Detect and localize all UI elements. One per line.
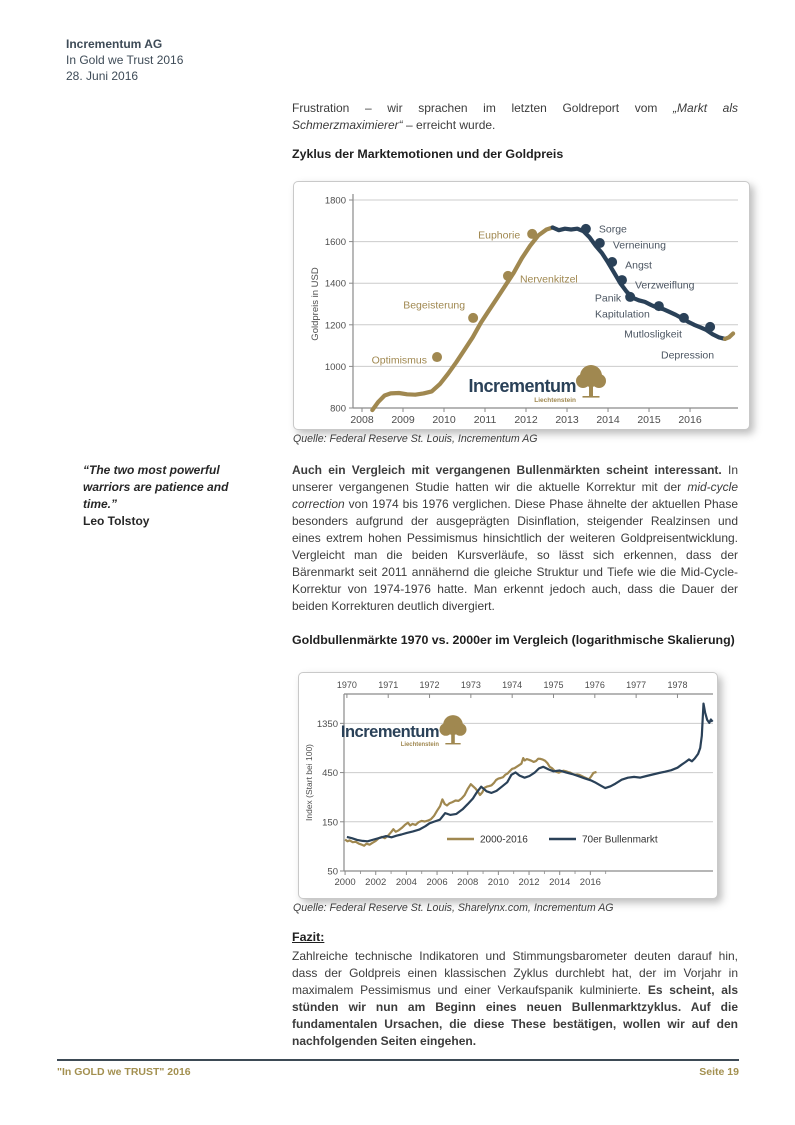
svg-text:2002: 2002 xyxy=(365,877,386,888)
svg-text:150: 150 xyxy=(322,817,338,828)
svg-text:2015: 2015 xyxy=(637,414,661,426)
header-date: 28. Juni 2016 xyxy=(66,69,139,83)
svg-text:450: 450 xyxy=(322,768,338,779)
svg-text:Nervenkitzel: Nervenkitzel xyxy=(520,273,578,285)
svg-text:Begeisterung: Begeisterung xyxy=(403,299,465,311)
svg-text:Euphorie: Euphorie xyxy=(478,229,520,241)
svg-text:1600: 1600 xyxy=(325,237,346,248)
intro-paragraph: Frustration – wir sprachen im letzten Go… xyxy=(292,100,738,134)
fazit-body: Zahlreiche technische Indikatoren und St… xyxy=(292,949,738,997)
chart2-heading: Goldbullenmärkte 1970 vs. 2000er im Verg… xyxy=(292,633,735,647)
svg-text:Incrementum: Incrementum xyxy=(468,376,576,396)
svg-text:1974: 1974 xyxy=(502,680,522,690)
chart1-heading: Zyklus der Marktemotionen und der Goldpr… xyxy=(292,147,564,161)
pull-quote-author: Leo Tolstoy xyxy=(83,514,150,528)
svg-text:Incrementum: Incrementum xyxy=(341,723,439,741)
svg-text:70er Bullenmarkt: 70er Bullenmarkt xyxy=(582,835,658,846)
pull-quote-text: “The two most powerful warriors are pati… xyxy=(83,463,229,511)
svg-text:2016: 2016 xyxy=(678,414,702,426)
paragraph1-italic-term: mid-cycle correction xyxy=(292,480,738,511)
svg-text:Verzweiflung: Verzweiflung xyxy=(635,280,695,292)
header-report-title: In Gold we Trust 2016 xyxy=(66,53,184,67)
fazit-paragraph: Zahlreiche technische Indikatoren und St… xyxy=(292,948,738,1050)
svg-text:Mutlosligkeit: Mutlosligkeit xyxy=(624,328,682,340)
svg-text:1970: 1970 xyxy=(337,680,357,690)
bull-market-comparison-chart: 50 150 450 1350 1970 1971 1972 1973 1974 1975 1976… xyxy=(304,680,714,888)
svg-text:Kapitulation: Kapitulation xyxy=(595,309,650,321)
svg-text:1978: 1978 xyxy=(667,680,687,690)
svg-text:Optimismus: Optimismus xyxy=(372,355,427,367)
svg-text:2013: 2013 xyxy=(555,414,579,426)
svg-text:2006: 2006 xyxy=(426,877,447,888)
svg-text:2004: 2004 xyxy=(396,877,417,888)
emotion-cycle-chart-card: 800 1000 1200 1400 1600 1800 2008 2009 2010 2011 2… xyxy=(293,181,750,430)
tree-icon xyxy=(576,365,606,398)
paragraph1-body2: von 1974 bis 1976 verglichen. Diese Phas… xyxy=(292,497,738,613)
footer-rule xyxy=(57,1059,739,1061)
svg-text:2014: 2014 xyxy=(549,877,570,888)
chart1-source: Quelle: Federal Reserve St. Louis, Incre… xyxy=(293,433,538,445)
bull-market-chart-card: 50 150 450 1350 1970 1971 1972 1973 1974 1975 1976… xyxy=(298,672,718,899)
pull-quote-block: “The two most powerful warriors are pati… xyxy=(83,462,261,530)
svg-text:2000-2016: 2000-2016 xyxy=(480,835,528,846)
svg-text:2009: 2009 xyxy=(391,414,415,426)
svg-text:1971: 1971 xyxy=(378,680,398,690)
svg-text:Depression: Depression xyxy=(661,349,714,361)
svg-text:Sorge: Sorge xyxy=(599,223,627,235)
tree-icon xyxy=(439,715,467,745)
page-footer: "In GOLD we TRUST" 2016 Seite 19 xyxy=(57,1066,739,1078)
svg-text:2012: 2012 xyxy=(518,877,539,888)
intro-text-end: – erreicht wurde. xyxy=(402,118,496,132)
svg-text:Angst: Angst xyxy=(625,259,652,271)
svg-text:Liechtenstein: Liechtenstein xyxy=(401,742,440,748)
intro-quoted-phrase: „Markt als Schmerzmaximierer“ xyxy=(292,101,738,132)
chart2-legend: 2000-2016 70er Bullenmarkt xyxy=(447,835,658,846)
fazit-heading: Fazit: xyxy=(292,930,325,944)
page-header: Incrementum AG In Gold we Trust 2016 28.… xyxy=(66,36,183,84)
svg-text:2016: 2016 xyxy=(580,877,601,888)
svg-text:2012: 2012 xyxy=(514,414,538,426)
svg-text:2011: 2011 xyxy=(474,414,497,426)
svg-text:1977: 1977 xyxy=(626,680,646,690)
svg-text:Panik: Panik xyxy=(595,292,622,304)
svg-text:Verneinung: Verneinung xyxy=(613,240,666,252)
svg-text:50: 50 xyxy=(327,867,338,878)
svg-text:1973: 1973 xyxy=(461,680,481,690)
svg-text:2010: 2010 xyxy=(432,414,456,426)
svg-text:2008: 2008 xyxy=(457,877,478,888)
svg-text:1976: 1976 xyxy=(585,680,605,690)
svg-text:1400: 1400 xyxy=(325,279,346,290)
svg-text:1200: 1200 xyxy=(325,320,346,331)
svg-text:2014: 2014 xyxy=(596,414,620,426)
svg-text:800: 800 xyxy=(330,404,346,415)
svg-text:Liechtenstein: Liechtenstein xyxy=(534,397,576,404)
svg-text:1972: 1972 xyxy=(420,680,440,690)
svg-text:1800: 1800 xyxy=(325,196,346,207)
chart2-source: Quelle: Federal Reserve St. Louis, Share… xyxy=(293,902,614,914)
fazit-bold-conclusion: Es scheint, als stünden wir nun am Begin… xyxy=(292,983,738,1048)
paragraph1-lead: Auch ein Vergleich mit vergangenen Bulle… xyxy=(292,463,722,477)
svg-text:1000: 1000 xyxy=(325,362,346,373)
svg-text:Goldpreis in USD: Goldpreis in USD xyxy=(310,267,321,341)
svg-text:2010: 2010 xyxy=(488,877,509,888)
svg-text:1975: 1975 xyxy=(543,680,563,690)
svg-text:2008: 2008 xyxy=(350,414,374,426)
emotion-cycle-chart: 800 1000 1200 1400 1600 1800 2008 2009 2010 2011 2… xyxy=(310,194,738,426)
footer-page-number: Seite 19 xyxy=(699,1066,739,1078)
paragraph1-body1: In unserer vergangenen Studie hatten wir… xyxy=(292,463,739,494)
svg-text:Index (Start bei 100): Index (Start bei 100) xyxy=(304,744,314,821)
intro-text: Frustration – wir sprachen im letzten Go… xyxy=(292,101,674,115)
svg-text:1350: 1350 xyxy=(317,719,338,730)
header-company: Incrementum AG xyxy=(66,37,163,51)
comparison-paragraph: Auch ein Vergleich mit vergangenen Bulle… xyxy=(292,462,738,615)
footer-report-name: "In GOLD we TRUST" 2016 xyxy=(57,1066,191,1078)
svg-text:2000: 2000 xyxy=(335,877,356,888)
